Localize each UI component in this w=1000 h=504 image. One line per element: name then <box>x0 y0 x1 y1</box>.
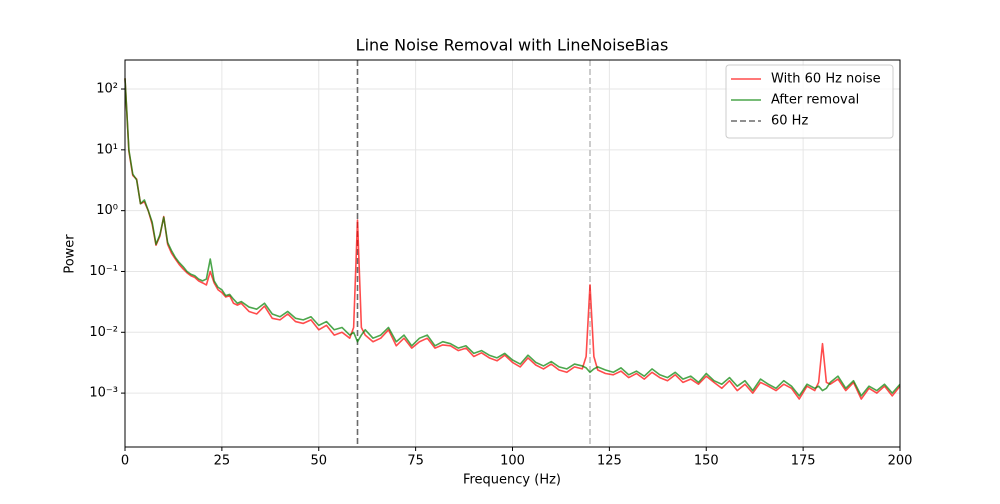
x-tick-label: 200 <box>888 454 913 469</box>
legend-label: After removal <box>771 93 859 108</box>
x-tick-label: 50 <box>310 454 327 469</box>
y-tick-label: 10² <box>96 82 118 97</box>
legend-label: With 60 Hz noise <box>771 72 881 87</box>
x-tick-label: 0 <box>121 454 129 469</box>
x-axis-label: Frequency (Hz) <box>463 473 561 488</box>
chart-title: Line Noise Removal with LineNoiseBias <box>356 36 669 55</box>
legend-box <box>725 64 894 139</box>
y-tick-label: 10⁻² <box>89 325 118 340</box>
x-tick-label: 75 <box>407 454 424 469</box>
data-line <box>124 78 901 400</box>
x-tick-label: 125 <box>597 454 622 469</box>
y-tick-label: 10¹ <box>96 142 118 157</box>
y-tick-label: 10⁻³ <box>89 386 118 401</box>
x-tick-label: 100 <box>500 454 525 469</box>
y-tick-label: 10⁰ <box>96 203 118 218</box>
x-tick-label: 175 <box>791 454 816 469</box>
legend-label: 60 Hz <box>771 114 808 129</box>
x-tick-label: 150 <box>694 454 719 469</box>
y-tick-label: 10⁻¹ <box>89 264 118 279</box>
data-line <box>124 78 901 397</box>
plot-frame <box>124 59 901 448</box>
y-axis-label: Power <box>63 234 78 274</box>
x-tick-label: 25 <box>214 454 231 469</box>
